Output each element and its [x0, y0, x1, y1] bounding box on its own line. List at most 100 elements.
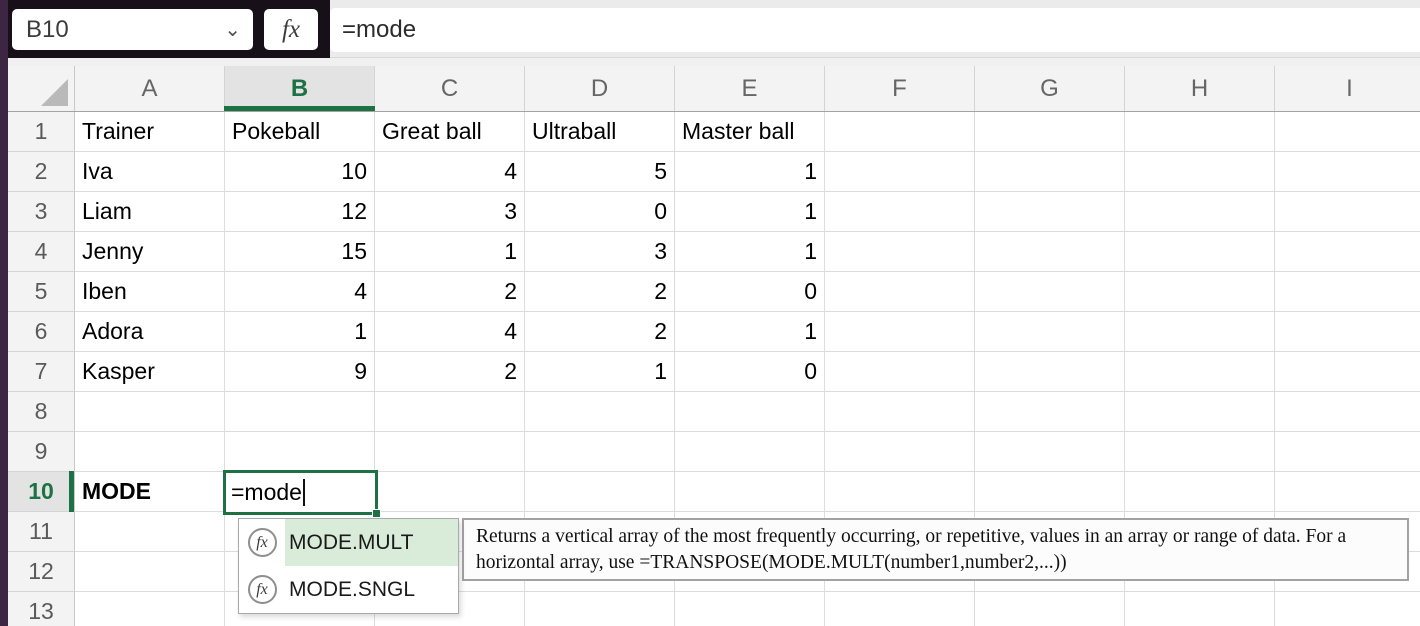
- cell-G1[interactable]: [975, 112, 1125, 152]
- name-box[interactable]: B10 ⌄: [12, 9, 253, 50]
- cell-D10[interactable]: [525, 472, 675, 512]
- cell-H9[interactable]: [1125, 432, 1275, 472]
- select-all-corner[interactable]: [8, 66, 75, 111]
- cell-I3[interactable]: [1275, 192, 1420, 232]
- cell-C5[interactable]: 2: [375, 272, 525, 312]
- cell-I9[interactable]: [1275, 432, 1420, 472]
- cell-B9[interactable]: [225, 432, 375, 472]
- cell-A5[interactable]: Iben: [75, 272, 225, 312]
- cell-D3[interactable]: 0: [525, 192, 675, 232]
- cell-I1[interactable]: [1275, 112, 1420, 152]
- cell-A9[interactable]: [75, 432, 225, 472]
- formula-input[interactable]: =mode: [330, 8, 1420, 52]
- insert-function-button[interactable]: fx: [264, 9, 318, 50]
- column-header-I[interactable]: I: [1275, 66, 1420, 111]
- cell-B4[interactable]: 15: [225, 232, 375, 272]
- cell-B5[interactable]: 4: [225, 272, 375, 312]
- row-header-4[interactable]: 4: [8, 232, 75, 272]
- cell-C10[interactable]: [375, 472, 525, 512]
- cell-E13[interactable]: [675, 592, 825, 626]
- column-header-A[interactable]: A: [75, 66, 225, 111]
- cell-D7[interactable]: 1: [525, 352, 675, 392]
- cell-E5[interactable]: 0: [675, 272, 825, 312]
- cell-E8[interactable]: [675, 392, 825, 432]
- cell-B7[interactable]: 9: [225, 352, 375, 392]
- cell-A13[interactable]: [75, 592, 225, 626]
- cell-F6[interactable]: [825, 312, 975, 352]
- column-header-B[interactable]: B: [224, 66, 375, 111]
- cell-D1[interactable]: Ultraball: [525, 112, 675, 152]
- cell-H10[interactable]: [1125, 472, 1275, 512]
- row-header-7[interactable]: 7: [8, 352, 75, 392]
- cell-E9[interactable]: [675, 432, 825, 472]
- cell-F1[interactable]: [825, 112, 975, 152]
- cell-G13[interactable]: [975, 592, 1125, 626]
- cell-H5[interactable]: [1125, 272, 1275, 312]
- cell-I10[interactable]: [1275, 472, 1420, 512]
- cell-I12[interactable]: [1275, 552, 1420, 592]
- cell-A8[interactable]: [75, 392, 225, 432]
- cell-D13[interactable]: [525, 592, 675, 626]
- cell-C2[interactable]: 4: [375, 152, 525, 192]
- row-header-9[interactable]: 9: [8, 432, 75, 472]
- cell-I2[interactable]: [1275, 152, 1420, 192]
- cell-F13[interactable]: [825, 592, 975, 626]
- cell-H2[interactable]: [1125, 152, 1275, 192]
- cell-I6[interactable]: [1275, 312, 1420, 352]
- cell-H8[interactable]: [1125, 392, 1275, 432]
- cell-A12[interactable]: [75, 552, 225, 592]
- cell-D2[interactable]: 5: [525, 152, 675, 192]
- cell-F7[interactable]: [825, 352, 975, 392]
- cell-D8[interactable]: [525, 392, 675, 432]
- cell-C9[interactable]: [375, 432, 525, 472]
- cell-F2[interactable]: [825, 152, 975, 192]
- cell-G3[interactable]: [975, 192, 1125, 232]
- cell-H1[interactable]: [1125, 112, 1275, 152]
- cell-C6[interactable]: 4: [375, 312, 525, 352]
- cell-I4[interactable]: [1275, 232, 1420, 272]
- row-header-5[interactable]: 5: [8, 272, 75, 312]
- cell-H13[interactable]: [1125, 592, 1275, 626]
- cell-A3[interactable]: Liam: [75, 192, 225, 232]
- cell-I5[interactable]: [1275, 272, 1420, 312]
- cell-F4[interactable]: [825, 232, 975, 272]
- row-header-12[interactable]: 12: [8, 552, 75, 592]
- cell-D5[interactable]: 2: [525, 272, 675, 312]
- column-header-G[interactable]: G: [975, 66, 1125, 111]
- cell-B1[interactable]: Pokeball: [225, 112, 375, 152]
- cell-G4[interactable]: [975, 232, 1125, 272]
- cell-A10[interactable]: MODE: [75, 472, 225, 512]
- cell-F5[interactable]: [825, 272, 975, 312]
- row-header-13[interactable]: 13: [8, 592, 75, 626]
- cell-F9[interactable]: [825, 432, 975, 472]
- cell-E6[interactable]: 1: [675, 312, 825, 352]
- cell-G6[interactable]: [975, 312, 1125, 352]
- cell-H4[interactable]: [1125, 232, 1275, 272]
- cell-G8[interactable]: [975, 392, 1125, 432]
- cell-C13[interactable]: [375, 592, 525, 626]
- cell-G2[interactable]: [975, 152, 1125, 192]
- column-header-D[interactable]: D: [525, 66, 675, 111]
- cell-A11[interactable]: [75, 512, 225, 552]
- row-header-10[interactable]: 10: [8, 471, 75, 512]
- cell-D4[interactable]: 3: [525, 232, 675, 272]
- cell-I8[interactable]: [1275, 392, 1420, 432]
- cell-G7[interactable]: [975, 352, 1125, 392]
- cell-C8[interactable]: [375, 392, 525, 432]
- cell-F10[interactable]: [825, 472, 975, 512]
- cell-G9[interactable]: [975, 432, 1125, 472]
- row-header-8[interactable]: 8: [8, 392, 75, 432]
- cell-A6[interactable]: Adora: [75, 312, 225, 352]
- cell-F3[interactable]: [825, 192, 975, 232]
- cell-I13[interactable]: [1275, 592, 1420, 626]
- cell-H6[interactable]: [1125, 312, 1275, 352]
- cell-G5[interactable]: [975, 272, 1125, 312]
- cell-F8[interactable]: [825, 392, 975, 432]
- row-header-3[interactable]: 3: [8, 192, 75, 232]
- column-header-H[interactable]: H: [1125, 66, 1275, 111]
- cell-E7[interactable]: 0: [675, 352, 825, 392]
- cell-A7[interactable]: Kasper: [75, 352, 225, 392]
- cell-E10[interactable]: [675, 472, 825, 512]
- fill-handle[interactable]: [372, 509, 381, 518]
- cell-E4[interactable]: 1: [675, 232, 825, 272]
